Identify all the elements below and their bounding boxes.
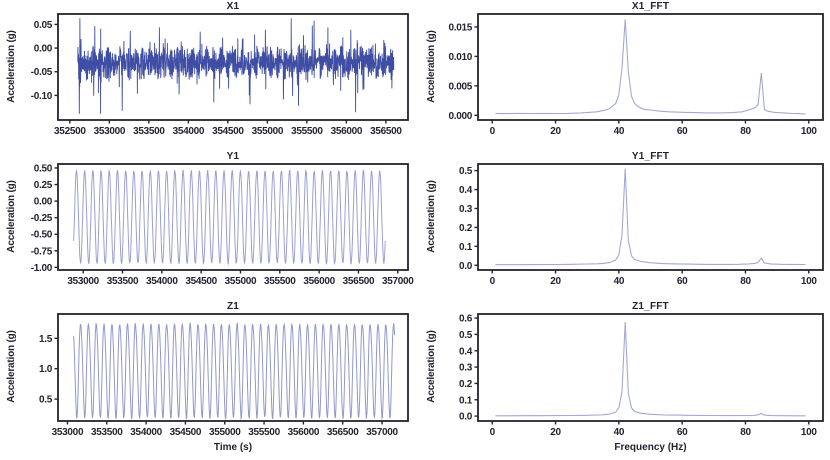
svg-text:355500: 355500 [248, 427, 280, 438]
svg-text:357000: 357000 [382, 276, 414, 287]
plot-area-z1: 353000 353500 354000 354500 355000 355500 3560… [39, 313, 409, 438]
svg-text:355000: 355000 [225, 276, 257, 287]
svg-text:-0.50: -0.50 [31, 230, 53, 241]
svg-text:354500: 354500 [212, 126, 244, 137]
svg-text:353000: 353000 [67, 276, 99, 287]
plot-area-y1: 353000 353500 354000 354500 355000 355500 3560… [31, 163, 415, 287]
svg-text:40: 40 [614, 427, 625, 438]
plot-area-x1-fft: 0 20 40 60 80 100 0.000 0.005 0.010 0.015 [448, 13, 824, 137]
svg-text:-0.10: -0.10 [31, 91, 53, 102]
svg-text:0.000: 0.000 [448, 111, 472, 122]
svg-text:-0.05: -0.05 [31, 67, 53, 78]
svg-text:353500: 353500 [107, 276, 139, 287]
chart-title-x1-fft: X1_FFT [631, 1, 670, 12]
svg-text:0.0: 0.0 [459, 412, 473, 423]
svg-text:100: 100 [801, 276, 818, 287]
svg-text:0.5: 0.5 [459, 166, 473, 177]
svg-text:354500: 354500 [170, 427, 202, 438]
panel-y1-fft: Y1_FFT Acceleration (g) 0 20 40 60 80 100 0.0 0… [415, 150, 830, 300]
svg-text:0.00: 0.00 [34, 197, 53, 208]
svg-text:40: 40 [614, 126, 625, 137]
x-axis-label-frequency: Frequency (Hz) [614, 442, 687, 453]
svg-text:357000: 357000 [366, 427, 398, 438]
svg-text:1.0: 1.0 [39, 364, 53, 375]
svg-text:0.010: 0.010 [448, 52, 472, 63]
svg-text:60: 60 [677, 126, 688, 137]
svg-text:355500: 355500 [264, 276, 296, 287]
svg-text:356000: 356000 [288, 427, 320, 438]
svg-text:0.00: 0.00 [34, 44, 53, 55]
panel-y1: Y1 Acceleration (g) 353000 353500 354000 35… [0, 150, 415, 300]
svg-text:0.1: 0.1 [459, 242, 473, 253]
svg-text:0.4: 0.4 [459, 185, 473, 196]
svg-text:353500: 353500 [133, 126, 165, 137]
svg-text:0.5: 0.5 [459, 330, 473, 341]
svg-text:0.3: 0.3 [459, 363, 473, 374]
svg-text:0: 0 [490, 276, 496, 287]
svg-text:355500: 355500 [291, 126, 323, 137]
chart-title-y1-fft: Y1_FFT [631, 151, 670, 162]
svg-text:0.4: 0.4 [459, 346, 473, 357]
chart-title-y1: Y1 [226, 151, 240, 162]
x-axis-label-time: Time (s) [213, 442, 253, 453]
svg-text:100: 100 [801, 427, 818, 438]
svg-text:353500: 353500 [91, 427, 123, 438]
chart-title-z1: Z1 [226, 301, 240, 312]
svg-text:0.5: 0.5 [39, 395, 53, 406]
svg-text:20: 20 [550, 276, 561, 287]
svg-text:0.3: 0.3 [459, 204, 473, 215]
svg-text:354500: 354500 [185, 276, 217, 287]
panel-z1-fft: Z1_FFT Acceleration (g) 0 20 40 60 80 100 0.0 0… [415, 300, 830, 460]
svg-text:80: 80 [740, 427, 751, 438]
svg-text:355000: 355000 [209, 427, 241, 438]
svg-text:354000: 354000 [173, 126, 205, 137]
svg-text:0: 0 [490, 427, 496, 438]
svg-text:80: 80 [740, 126, 751, 137]
svg-text:353000: 353000 [52, 427, 84, 438]
svg-text:60: 60 [677, 276, 688, 287]
svg-text:352500: 352500 [54, 126, 86, 137]
svg-text:100: 100 [801, 126, 818, 137]
svg-text:-1.00: -1.00 [31, 263, 53, 274]
panel-x1-fft: X1_FFT Acceleration (g) 0 20 40 60 80 100 0.00… [415, 0, 830, 150]
svg-text:0.015: 0.015 [448, 22, 472, 33]
svg-text:356500: 356500 [327, 427, 359, 438]
svg-text:353000: 353000 [94, 126, 126, 137]
chart-title-z1-fft: Z1_FFT [632, 301, 669, 312]
svg-text:0.005: 0.005 [448, 81, 472, 92]
svg-text:-0.75: -0.75 [31, 246, 53, 257]
svg-text:20: 20 [550, 427, 561, 438]
svg-text:0.50: 0.50 [34, 163, 53, 174]
plot-area-z1-fft: 0 20 40 60 80 100 0.0 0.1 0.2 0.3 0.4 0.5 0.6 [459, 313, 824, 438]
svg-text:80: 80 [740, 276, 751, 287]
svg-text:60: 60 [677, 427, 688, 438]
svg-text:0.6: 0.6 [459, 314, 473, 325]
svg-text:0.0: 0.0 [459, 261, 473, 272]
svg-text:355000: 355000 [252, 126, 284, 137]
chart-title-x1: X1 [226, 1, 240, 12]
svg-text:1.5: 1.5 [39, 334, 53, 345]
svg-text:0.25: 0.25 [34, 180, 53, 191]
svg-text:0: 0 [490, 126, 496, 137]
svg-text:354000: 354000 [146, 276, 178, 287]
svg-text:40: 40 [614, 276, 625, 287]
svg-text:20: 20 [550, 126, 561, 137]
panel-z1: Z1 Acceleration (g) 353000 353500 354000 35… [0, 300, 415, 460]
plot-area-x1: 352500 353000 353500 354000 354500 355000 3555… [31, 13, 409, 137]
svg-text:0.2: 0.2 [459, 379, 473, 390]
panel-x1: X1 Acceleration (g) 352500 353000 353500 35… [0, 0, 415, 150]
svg-text:356500: 356500 [370, 126, 402, 137]
svg-text:356000: 356000 [303, 276, 335, 287]
svg-text:0.2: 0.2 [459, 223, 473, 234]
svg-text:0.1: 0.1 [459, 395, 473, 406]
svg-text:356000: 356000 [331, 126, 363, 137]
svg-text:0.05: 0.05 [34, 20, 53, 31]
svg-text:-0.25: -0.25 [31, 213, 53, 224]
svg-text:356500: 356500 [343, 276, 375, 287]
svg-text:354000: 354000 [130, 427, 162, 438]
plot-area-y1-fft: 0 20 40 60 80 100 0.0 0.1 0.2 0.3 0.4 0.5 [459, 163, 824, 287]
